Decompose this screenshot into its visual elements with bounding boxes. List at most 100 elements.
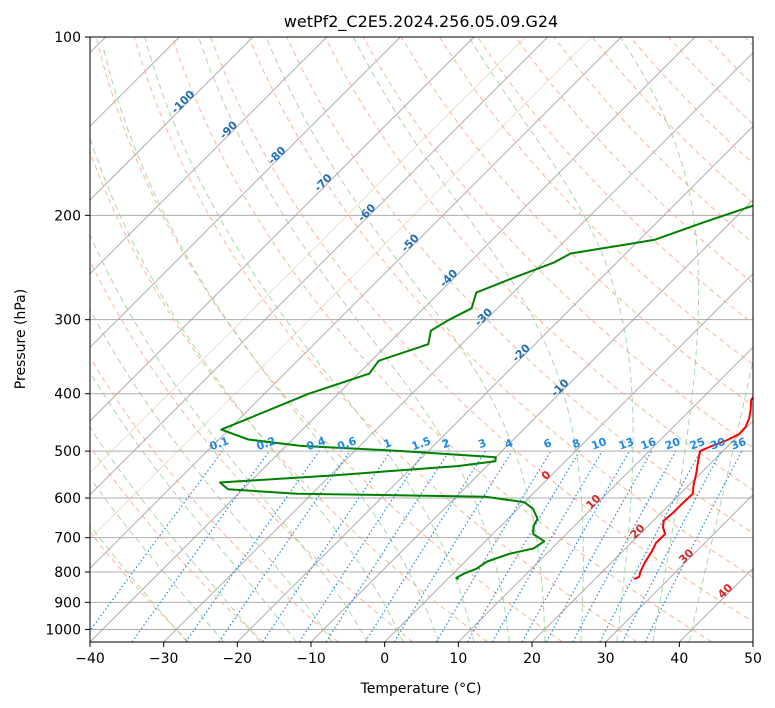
x-tick-label: 10 [449, 651, 467, 667]
x-tick-label: 40 [670, 651, 688, 667]
isotherm--90 [90, 37, 328, 275]
y-tick-label: 100 [54, 30, 81, 46]
mixing-ratio-line-13 [521, 450, 631, 642]
y-tick-label: 300 [54, 313, 81, 329]
moist-adiabat [90, 233, 369, 642]
dry-adiabat [171, 37, 712, 642]
mixing-ratio-line-4 [393, 450, 513, 642]
dry-adiabats [90, 37, 753, 642]
y-tick-label: 600 [54, 491, 81, 507]
moist-adiabat [90, 477, 225, 642]
x-axis-ticks: −40 −30 −20 −10 0 10 20 30 40 50 [75, 642, 762, 667]
x-tick-label: −10 [296, 651, 326, 667]
isotherm-gridlines [90, 37, 753, 642]
moist-adiabat [144, 37, 475, 642]
isotherm-40 [678, 567, 753, 642]
moist-adiabat [265, 37, 546, 642]
y-tick-label: 800 [54, 565, 81, 581]
x-axis-label: Temperature (°C) [360, 681, 482, 697]
isotherm-30 [605, 493, 753, 642]
mixing-ratio-line-0.1 [90, 450, 223, 632]
isotherm-10 [457, 346, 753, 642]
isotherm-label: -100 [169, 87, 198, 116]
y-tick-label: 500 [54, 444, 81, 460]
isotherm--40 [90, 37, 696, 642]
mixing-ratio-lines [90, 450, 743, 642]
dry-adiabat [744, 37, 753, 47]
mixing-ratio-label: 1.5 [410, 434, 433, 453]
mixing-ratio-label: 16 [639, 435, 658, 453]
moist-adiabat [353, 37, 584, 642]
mixing-ratio-line-20 [572, 450, 677, 642]
mixing-ratio-line-36 [644, 450, 743, 642]
dry-adiabat [286, 37, 753, 534]
isotherm-50 [752, 641, 753, 642]
mixing-ratio-line-25 [599, 450, 702, 642]
mixing-ratio-label: 36 [729, 435, 748, 453]
moist-adiabats [90, 37, 753, 642]
mixing-ratio-line-16 [545, 450, 653, 642]
background-curve [90, 37, 526, 474]
dry-adiabat [95, 37, 563, 642]
plot-frame [89, 36, 754, 643]
isotherm--10 [310, 199, 753, 642]
isotherm--100 [90, 37, 254, 201]
isotherm-label: -50 [399, 231, 422, 254]
mixing-ratio-label: 0.1 [208, 434, 231, 453]
isotherm-label: -60 [355, 201, 378, 224]
background-reference-curves [90, 37, 593, 540]
isotherm--80 [90, 37, 401, 349]
mixing-ratio-line-0.4 [185, 450, 320, 642]
sounding-traces [219, 204, 753, 581]
mixing-ratio-label: 0.6 [336, 434, 359, 453]
dewpoint-trace [219, 204, 753, 581]
dry-adiabat [210, 37, 753, 623]
moist-adiabat [620, 37, 700, 642]
isotherm-label: -30 [472, 305, 495, 328]
y-tick-label: 900 [54, 595, 81, 611]
x-tick-label: −30 [149, 651, 179, 667]
mixing-ratio-line-6 [435, 450, 552, 642]
moist-adiabat [90, 426, 261, 642]
isotherm-label: 30 [676, 546, 696, 566]
dry-adiabat [553, 37, 753, 244]
isotherm--70 [90, 37, 475, 422]
isotherm-label: -70 [312, 171, 335, 194]
isotherm-label: -90 [217, 118, 240, 141]
isotherm-label: -10 [548, 376, 571, 399]
isotherm--20 [236, 125, 753, 642]
mixing-ratio-label: 1 [382, 436, 394, 451]
mixing-ratio-label: 0.2 [255, 434, 278, 453]
dry-adiabat [90, 356, 339, 642]
isotherm--60 [90, 37, 549, 496]
x-tick-label: −40 [75, 651, 105, 667]
dry-adiabat [133, 37, 638, 642]
dry-adiabat [90, 531, 190, 642]
moist-adiabat [198, 37, 510, 642]
temperature-trace [633, 395, 753, 580]
background-curve [90, 37, 593, 540]
mixing-ratio-label: 3 [476, 436, 488, 451]
mixing-ratio-line-0.6 [218, 450, 351, 642]
moist-adiabat [468, 37, 634, 642]
moist-adiabat [90, 136, 404, 642]
y-axis-label: Pressure (hPa) [13, 289, 29, 389]
dry-adiabat [90, 445, 264, 642]
dry-adiabat [90, 259, 414, 642]
mixing-ratio-label: 0.4 [305, 434, 328, 453]
dry-adiabat [400, 37, 753, 407]
moist-adiabat [90, 308, 333, 642]
moist-adiabat [688, 358, 753, 642]
isotherm-0 [384, 272, 753, 642]
mixing-ratio-label: 20 [663, 435, 682, 453]
mixing-ratio-line-3 [364, 450, 486, 642]
mixing-ratio-label: 2 [440, 436, 452, 451]
isotherm-label: 10 [583, 492, 603, 512]
y-tick-label: 400 [54, 387, 81, 403]
isotherm-label: 20 [628, 521, 648, 541]
mixing-ratio-label: 13 [617, 435, 636, 452]
mixing-ratio-label: 25 [688, 435, 707, 452]
dry-adiabat [438, 37, 753, 366]
y-axis-ticks: 100 200 300 400 500 600 700 800 900 1000 [45, 30, 90, 638]
x-tick-label: 20 [523, 651, 541, 667]
